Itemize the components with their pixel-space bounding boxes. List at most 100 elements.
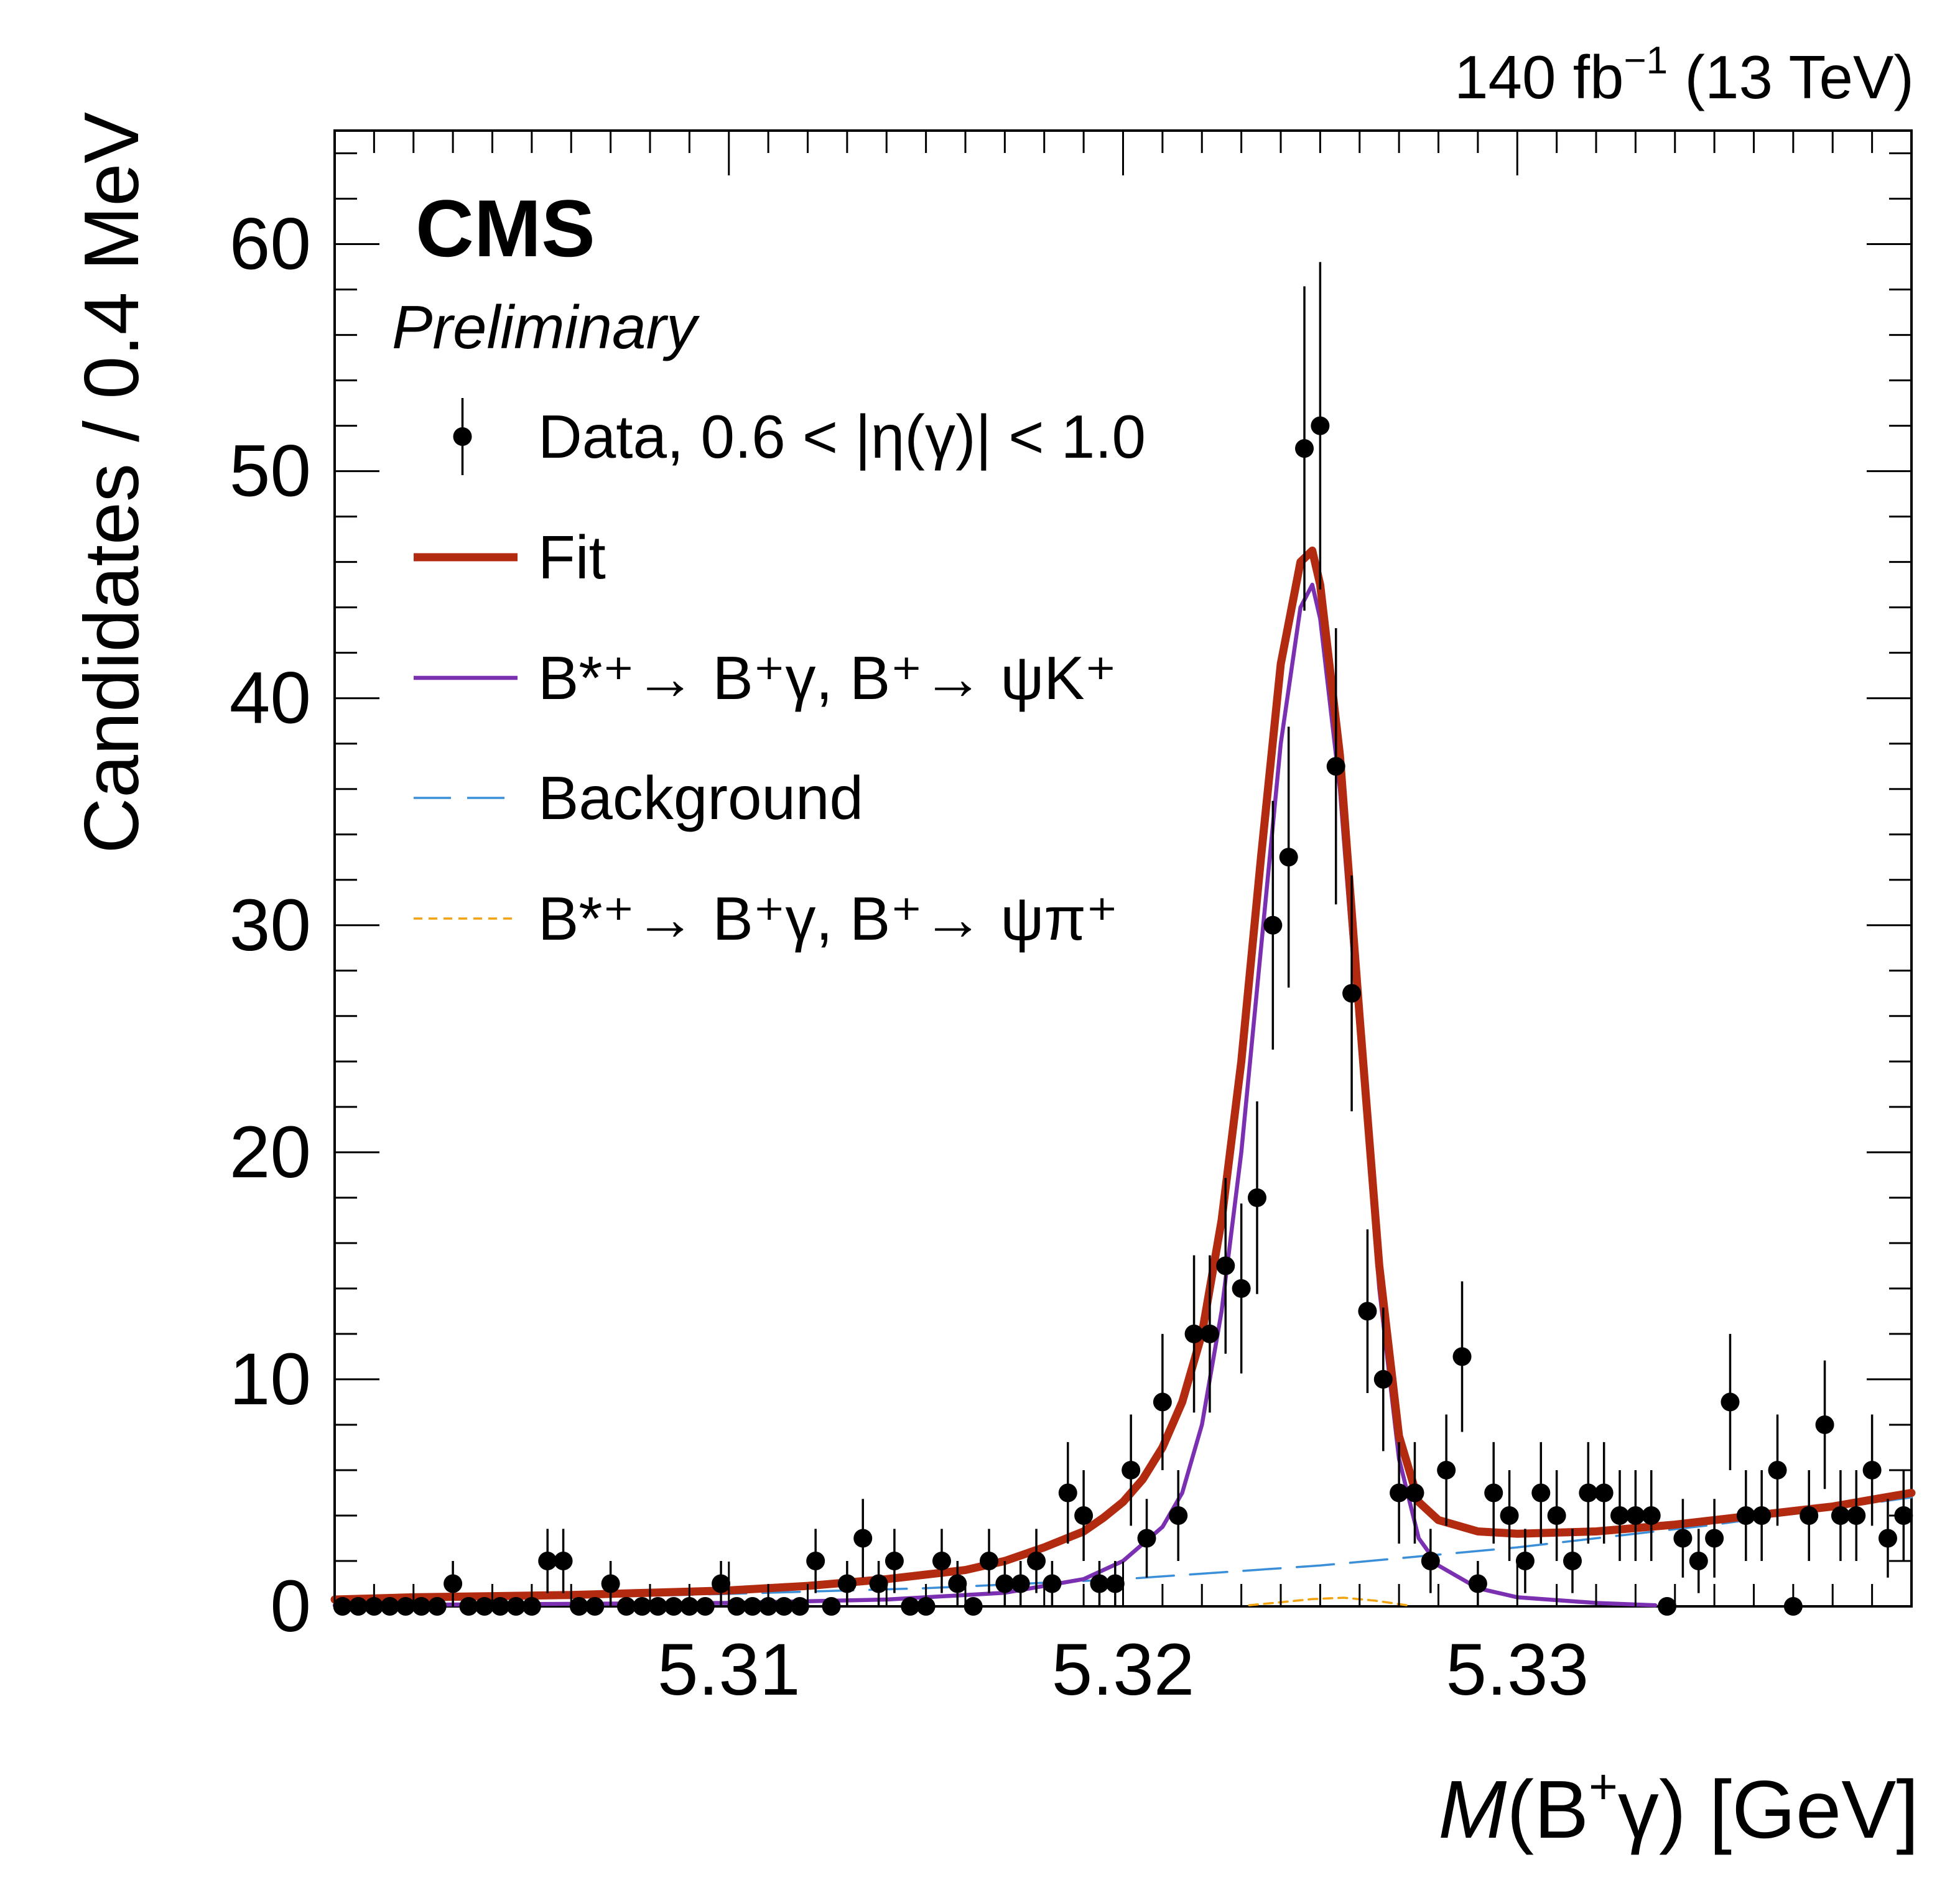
data-point — [1705, 1499, 1724, 1578]
data-marker — [1831, 1506, 1850, 1525]
data-marker — [1058, 1483, 1077, 1503]
data-point — [1721, 1333, 1740, 1470]
data-point — [1200, 1255, 1219, 1413]
data-marker — [1390, 1483, 1409, 1503]
data-points-layer — [333, 262, 1913, 1616]
data-point — [1515, 1529, 1535, 1593]
data-point — [980, 1529, 999, 1593]
data-marker — [569, 1597, 588, 1616]
data-point — [1847, 1470, 1866, 1561]
data-point — [1531, 1442, 1551, 1544]
data-marker — [1658, 1597, 1677, 1616]
data-point — [1405, 1442, 1424, 1544]
data-marker — [396, 1597, 416, 1616]
data-marker — [1169, 1506, 1188, 1525]
data-marker — [1500, 1506, 1519, 1525]
data-point — [964, 1597, 983, 1616]
legend-label: Fit — [538, 523, 606, 591]
data-marker — [1642, 1506, 1661, 1525]
data-point — [554, 1529, 573, 1593]
legend-item-data: Data, 0.6 < |η(γ)| < 1.0 — [453, 398, 1146, 475]
data-point — [1122, 1414, 1141, 1526]
data-marker — [695, 1597, 715, 1616]
data-point — [1878, 1499, 1897, 1578]
data-point — [1452, 1281, 1472, 1432]
legend-item-sigK: B*⁺→ B⁺γ, B⁺→ ψK⁺ — [414, 644, 1117, 712]
data-point — [1326, 628, 1345, 905]
data-point — [380, 1597, 399, 1616]
data-marker — [774, 1597, 794, 1616]
data-marker — [601, 1574, 620, 1593]
x-tick-labels: 5.31 5.32 5.33 — [657, 1629, 1589, 1711]
data-point — [1800, 1470, 1819, 1561]
data-marker — [901, 1597, 920, 1616]
data-point — [712, 1560, 731, 1606]
curve-sigPi — [1248, 1596, 1408, 1606]
data-marker — [1137, 1529, 1156, 1548]
data-marker — [932, 1551, 951, 1570]
data-point — [1058, 1442, 1077, 1544]
data-marker — [1878, 1529, 1897, 1548]
data-marker — [1216, 1256, 1235, 1276]
data-point — [1247, 1101, 1266, 1294]
data-point — [1484, 1442, 1503, 1544]
data-point — [1831, 1470, 1850, 1561]
x-axis-title: M(B+γ) [GeV] — [1438, 1759, 1919, 1855]
data-marker — [1421, 1551, 1440, 1570]
data-point — [459, 1597, 478, 1616]
data-point — [695, 1597, 715, 1616]
data-marker — [1311, 416, 1330, 435]
y-tick-label: 40 — [230, 657, 311, 739]
data-marker — [1184, 1324, 1204, 1343]
data-marker — [822, 1597, 841, 1616]
data-point — [1279, 726, 1298, 988]
data-point — [1090, 1560, 1109, 1606]
data-marker — [1090, 1574, 1109, 1593]
data-marker — [790, 1597, 809, 1616]
data-marker — [1232, 1279, 1251, 1298]
data-point — [1689, 1529, 1708, 1593]
data-marker — [1752, 1506, 1772, 1525]
data-point — [1137, 1499, 1156, 1578]
x-tick-label: 5.32 — [1052, 1629, 1195, 1711]
data-marker — [616, 1597, 636, 1616]
data-marker — [554, 1551, 573, 1570]
luminosity-label: 140 fb−1 (13 TeV) — [1454, 39, 1914, 111]
data-marker — [1105, 1574, 1125, 1593]
data-marker — [1594, 1483, 1614, 1503]
data-point — [1610, 1470, 1630, 1561]
legend-label: Background — [538, 764, 863, 832]
data-marker — [633, 1597, 652, 1616]
data-point — [1232, 1203, 1251, 1374]
data-marker — [712, 1574, 731, 1593]
legend-label: B*⁺→ B⁺γ, B⁺→ ψπ⁺ — [538, 884, 1118, 953]
data-marker — [412, 1597, 431, 1616]
data-point — [1216, 1177, 1235, 1354]
data-point — [1184, 1255, 1204, 1413]
y-tick-label: 0 — [270, 1565, 311, 1647]
data-point — [1358, 1229, 1377, 1394]
data-point — [774, 1597, 794, 1616]
data-point — [569, 1597, 588, 1616]
y-tick-label: 30 — [230, 884, 311, 966]
data-marker — [1721, 1392, 1740, 1412]
data-point — [633, 1597, 652, 1616]
data-point — [1027, 1529, 1046, 1593]
data-point — [1263, 800, 1283, 1050]
data-point — [727, 1597, 746, 1616]
data-point — [1547, 1470, 1566, 1561]
data-marker — [1452, 1347, 1472, 1366]
data-point — [1658, 1597, 1677, 1616]
data-point — [412, 1597, 431, 1616]
data-point — [664, 1597, 684, 1616]
data-point — [616, 1597, 636, 1616]
data-point — [790, 1597, 809, 1616]
data-point — [506, 1597, 526, 1616]
data-marker — [585, 1597, 605, 1616]
data-point — [853, 1499, 873, 1578]
data-marker — [727, 1597, 746, 1616]
y-tick-label: 50 — [230, 430, 311, 512]
data-marker — [1847, 1506, 1866, 1525]
data-marker — [1579, 1483, 1598, 1503]
